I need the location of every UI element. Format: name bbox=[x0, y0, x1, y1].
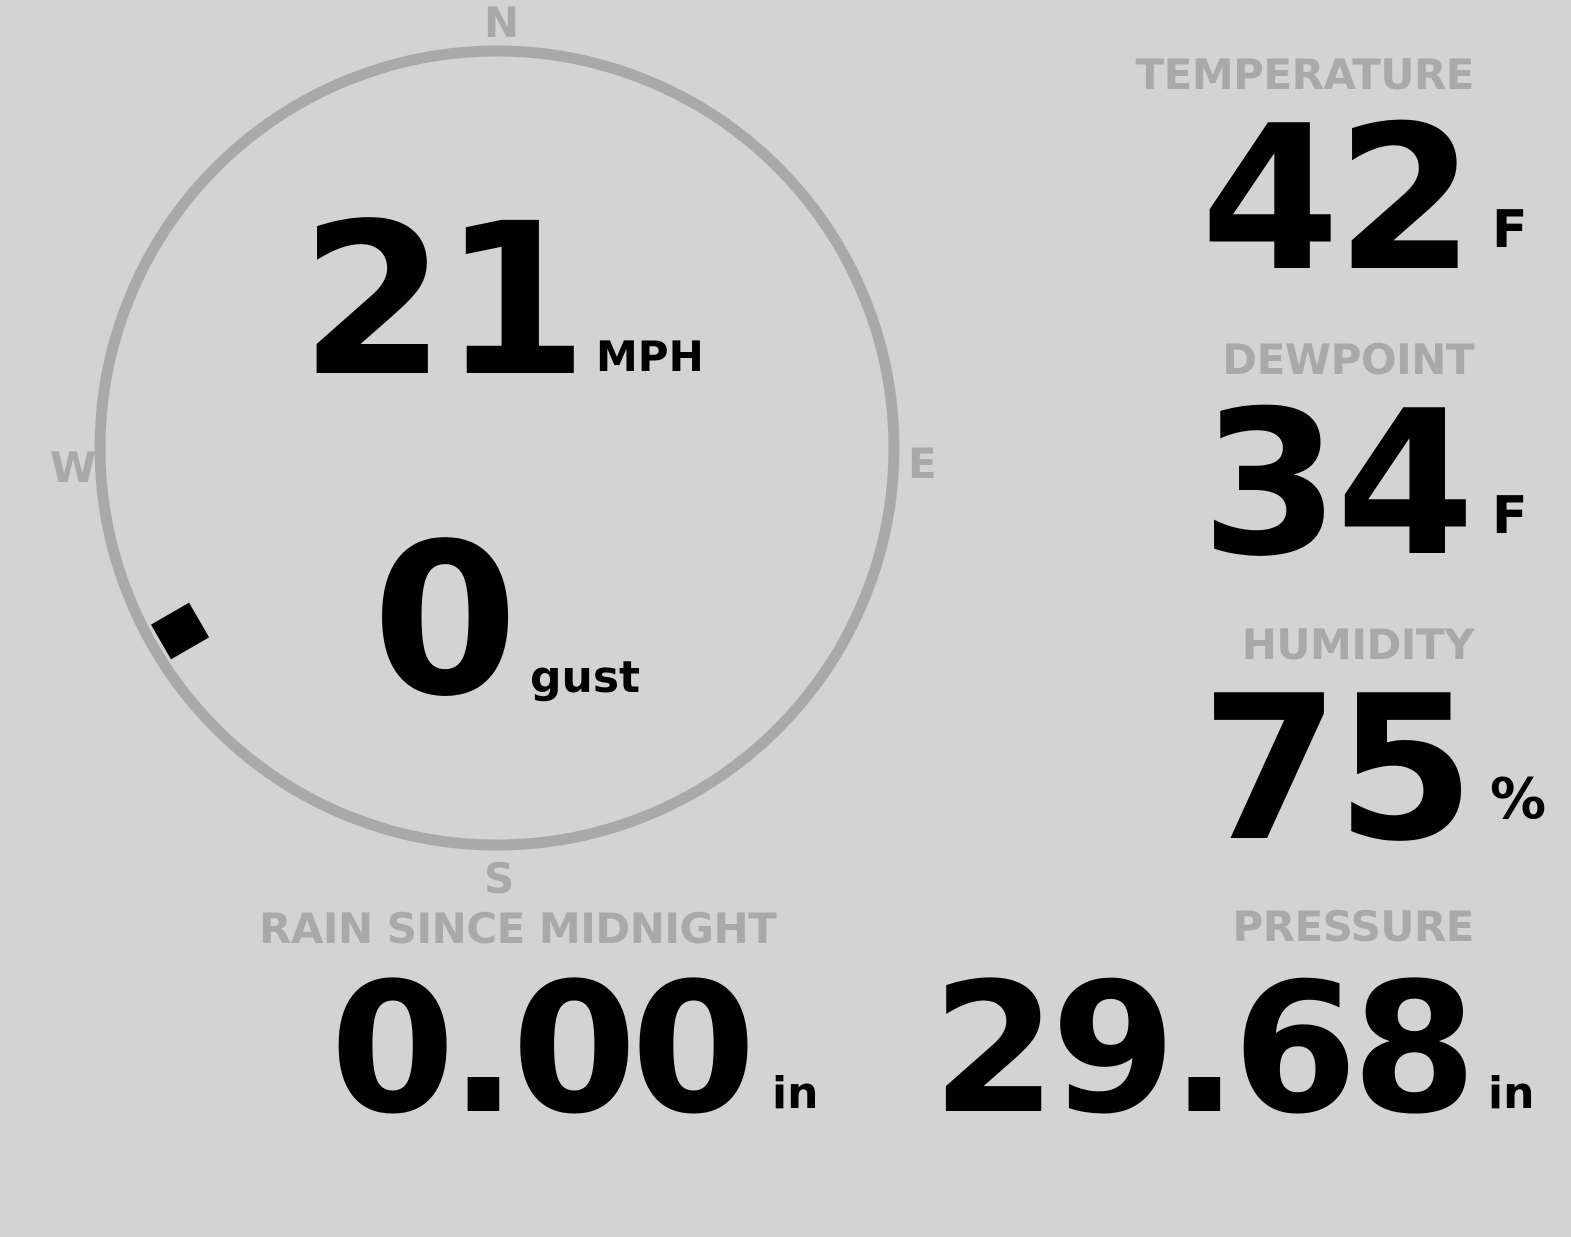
rain-unit: in bbox=[772, 1068, 819, 1119]
wind-speed-unit: MPH bbox=[596, 332, 704, 381]
dewpoint-unit: F bbox=[1492, 486, 1528, 546]
pressure-value: 29.68 bbox=[931, 945, 1477, 1154]
compass-ring bbox=[94, 45, 900, 851]
wind-speed-value: 21 bbox=[300, 178, 588, 423]
humidity-unit: % bbox=[1490, 767, 1547, 832]
compass-east-label: E bbox=[908, 439, 937, 488]
wind-gust-unit: gust bbox=[530, 652, 641, 703]
rain-value: 0.00 bbox=[330, 945, 756, 1154]
compass-south-label: S bbox=[484, 854, 515, 903]
pressure-unit: in bbox=[1488, 1068, 1535, 1119]
temperature-value: 42 bbox=[1200, 83, 1475, 316]
wind-gust-value: 0 bbox=[372, 498, 518, 743]
rain-label: RAIN SINCE MIDNIGHT bbox=[259, 904, 777, 953]
compass-north-label: N bbox=[484, 0, 520, 47]
temperature-label: TEMPERATURE bbox=[1135, 50, 1475, 99]
dewpoint-label: DEWPOINT bbox=[1222, 335, 1474, 384]
humidity-value: 75 bbox=[1200, 653, 1475, 886]
humidity-label: HUMIDITY bbox=[1241, 620, 1475, 669]
dewpoint-value: 34 bbox=[1200, 368, 1475, 601]
compass-west-label: W bbox=[50, 443, 97, 492]
temperature-unit: F bbox=[1492, 200, 1528, 260]
pressure-label: PRESSURE bbox=[1232, 902, 1474, 951]
wind-direction-marker bbox=[150, 602, 210, 660]
